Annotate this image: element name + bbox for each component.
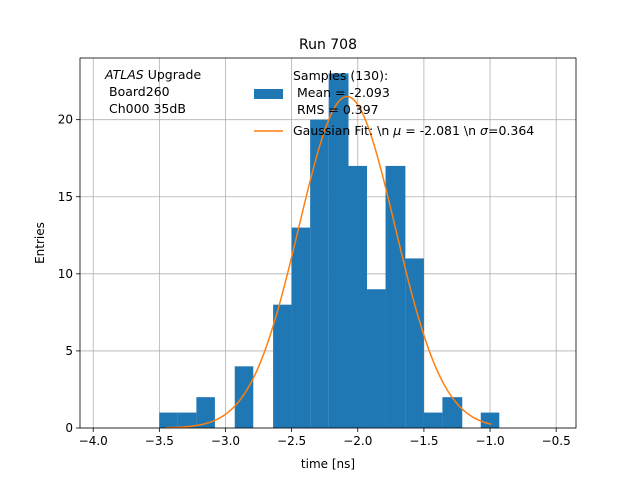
y-tick-label-3: 15 <box>58 190 73 204</box>
legend-samples-rms: RMS = 0.397 <box>297 102 379 117</box>
histogram-bar-5 <box>291 227 311 428</box>
histogram-bar-3 <box>234 366 254 428</box>
x-tick-label-6: −1.0 <box>475 434 504 448</box>
histogram-bar-0 <box>159 412 178 428</box>
legend-samples-count: Samples (130): <box>293 68 388 83</box>
y-axis-label: Entries <box>33 222 47 264</box>
histogram-bar-7 <box>328 73 349 429</box>
x-tick-label-5: −1.5 <box>409 434 438 448</box>
y-tick-label-1: 5 <box>65 344 73 358</box>
histogram-bar-6 <box>310 119 329 429</box>
annotation-upgrade: Upgrade <box>144 67 202 82</box>
legend-fit-prefix: Gaussian Fit: \n <box>293 123 393 138</box>
legend-fit-mid: = -2.081 \n <box>401 123 480 138</box>
x-tick-label-3: −2.5 <box>277 434 306 448</box>
annotation-atlas: ATLAS <box>104 67 144 82</box>
histogram-bar-8 <box>348 165 368 428</box>
histogram-bar-2 <box>196 397 215 428</box>
legend-fit-mu-symbol: μ <box>392 123 401 138</box>
y-tick-label-2: 10 <box>58 267 73 281</box>
gaussian-fit-curve <box>165 95 492 429</box>
histogram-bar-1 <box>177 412 197 428</box>
atlas-annotation: ATLAS Upgrade Board260 Ch000 35dB <box>104 67 201 116</box>
annotation-board: Board260 <box>109 84 170 99</box>
y-tick-label-0: 0 <box>65 421 73 435</box>
histogram-bar-10 <box>385 165 406 428</box>
x-tick-label-4: −2.0 <box>343 434 372 448</box>
histogram-bar-14 <box>480 412 500 428</box>
x-tick-label-2: −3.0 <box>211 434 240 448</box>
histogram-bar-4 <box>273 304 292 428</box>
histogram-bar-13 <box>442 397 463 428</box>
histogram-bar-11 <box>405 258 424 428</box>
x-tick-label-1: −3.5 <box>145 434 174 448</box>
y-tick-label-4: 20 <box>58 113 73 127</box>
legend-fit-sigma-symbol: σ <box>480 123 489 138</box>
legend-samples-mean: Mean = -2.093 <box>297 85 390 100</box>
x-axis-ticks: −4.0 −3.5 −3.0 −2.5 −2.0 −1.5 −1.0 −0.5 <box>79 428 571 448</box>
legend: Samples (130): Mean = -2.093 RMS = 0.397… <box>254 68 534 138</box>
plot-frame <box>79 57 577 429</box>
y-axis-ticks: 0 5 10 15 20 <box>58 113 80 435</box>
chart-title: Run 708 <box>299 37 357 53</box>
legend-fit-suffix: =0.364 <box>488 123 534 138</box>
histogram-bars <box>159 73 500 429</box>
annotation-channel: Ch000 35dB <box>109 101 186 116</box>
x-tick-label-7: −0.5 <box>542 434 571 448</box>
annotation-line-1: ATLAS Upgrade <box>104 67 201 82</box>
histogram-bar-9 <box>367 289 386 428</box>
histogram-bar-12 <box>423 412 443 428</box>
x-tick-label-0: −4.0 <box>79 434 108 448</box>
legend-fit-label: Gaussian Fit: \n μ = -2.081 \n σ=0.364 <box>293 123 534 138</box>
x-axis-label: time [ns] <box>301 457 355 471</box>
legend-samples-swatch <box>254 89 283 99</box>
